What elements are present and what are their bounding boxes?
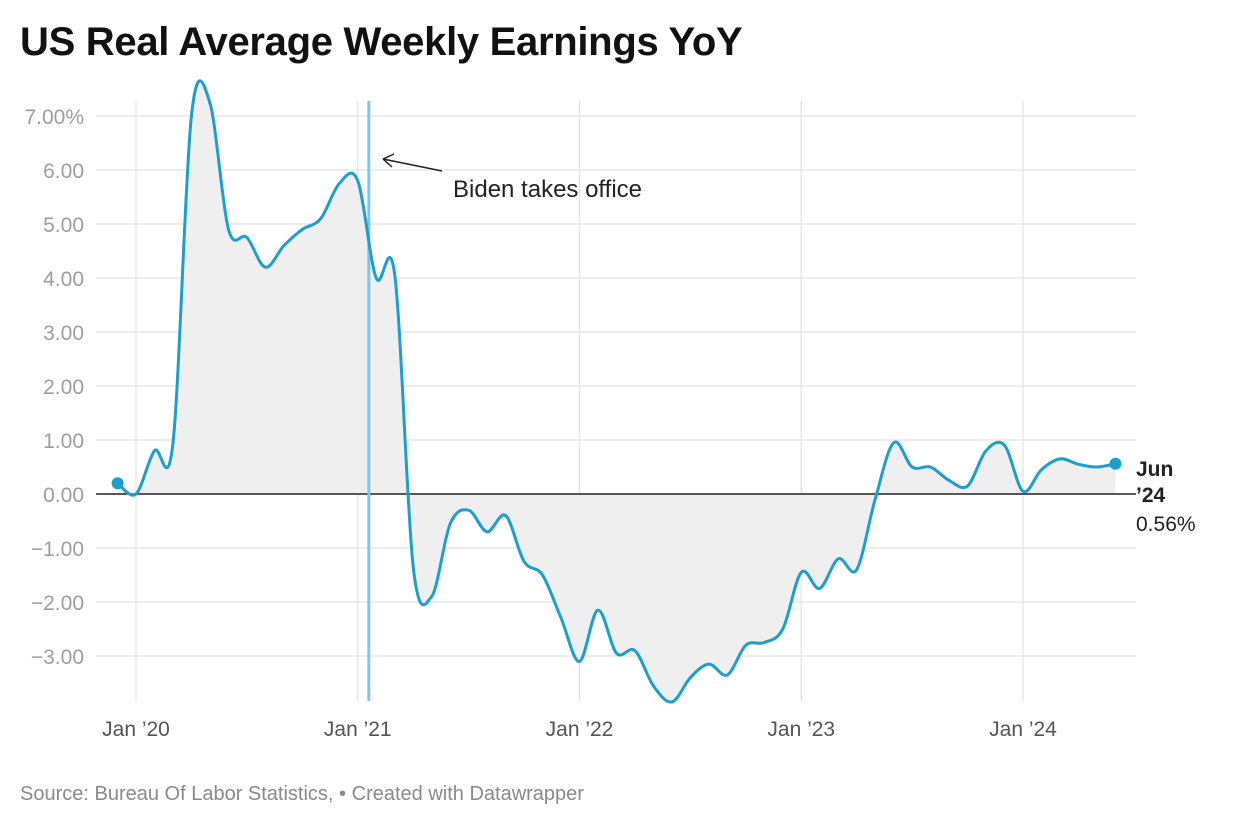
area-layer [117, 80, 1116, 703]
y-tick-label: −3.00 [31, 646, 84, 669]
y-tick-label: 7.00% [24, 106, 84, 129]
gridlines [96, 101, 1136, 701]
y-axis-ticks: 7.00% 6.00 5.00 4.00 3.00 2.00 1.00 0.00 −1.00 −2… [24, 106, 84, 669]
footer-created-with: Created with Datawrapper [346, 783, 584, 805]
last-point-dot [1109, 457, 1122, 470]
footer-separator: • [339, 783, 347, 805]
y-tick-label: 4.00 [43, 268, 84, 291]
y-tick-label: 1.00 [43, 430, 84, 453]
series-line [116, 79, 1116, 704]
last-value-label: Jun ’24 0.56% [111, 457, 1196, 536]
x-tick-label: Jan ’20 [102, 718, 170, 741]
y-tick-label: 3.00 [43, 322, 84, 345]
y-tick-label: −2.00 [31, 592, 84, 615]
last-point-month: Jun [1136, 458, 1173, 481]
footer-source: Source: Bureau Of Labor Statistics, [20, 783, 340, 805]
y-tick-label: 0.00 [43, 484, 84, 507]
first-point-dot [111, 477, 124, 490]
x-tick-label: Jan ’24 [989, 718, 1057, 741]
x-tick-label: Jan ’21 [324, 718, 392, 741]
y-tick-label: 2.00 [43, 376, 84, 399]
x-tick-label: Jan ’23 [767, 718, 835, 741]
x-axis-ticks: Jan ’20 Jan ’21 Jan ’22 Jan ’23 Jan ’24 [102, 718, 1057, 741]
line-layer [116, 79, 1116, 704]
annotation-layer: Biden takes office [382, 153, 642, 203]
x-tick-label: Jan ’22 [546, 718, 614, 741]
area-fill [117, 80, 1116, 703]
y-tick-label: 5.00 [43, 214, 84, 237]
chart-title: US Real Average Weekly Earnings YoY [20, 20, 743, 64]
annotation-label: Biden takes office [453, 176, 642, 203]
last-point-value: 0.56% [1136, 513, 1196, 536]
last-point-year: ’24 [1136, 484, 1166, 507]
y-tick-label: 6.00 [43, 160, 84, 183]
annotation-arrow [382, 153, 443, 172]
y-tick-label: −1.00 [31, 538, 84, 561]
footer-credit: Source: Bureau Of Labor Statistics, • Cr… [20, 783, 584, 806]
